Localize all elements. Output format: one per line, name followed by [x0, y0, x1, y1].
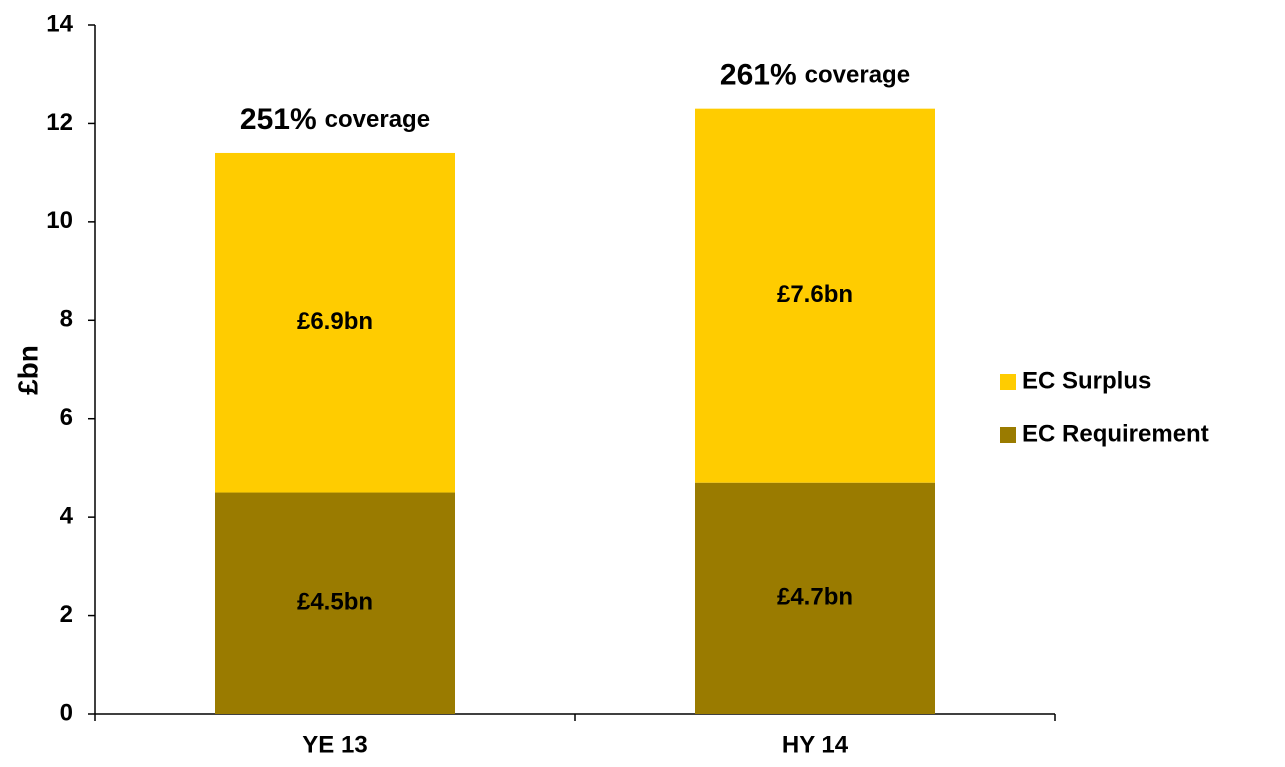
annotation-value: 261% — [720, 59, 797, 92]
y-tick-label: 4 — [60, 502, 74, 529]
legend-label: EC Requirement — [1022, 420, 1209, 447]
y-axis-label: £bn — [12, 345, 43, 395]
bar-segment — [695, 482, 935, 714]
annotation-text: coverage — [805, 62, 910, 89]
legend-label: EC Surplus — [1022, 367, 1151, 394]
y-tick-label: 8 — [60, 306, 73, 333]
y-tick-label: 6 — [60, 404, 73, 431]
y-tick-label: 2 — [60, 601, 73, 628]
x-tick-label: YE 13 — [302, 731, 367, 758]
y-tick-label: 12 — [46, 109, 73, 136]
annotation-text: coverage — [325, 106, 430, 133]
x-tick-label: HY 14 — [782, 731, 849, 758]
annotation: 251% coverage — [240, 103, 430, 136]
legend-swatch — [1000, 374, 1016, 390]
annotation: 261% coverage — [720, 59, 910, 92]
y-tick-label: 10 — [46, 207, 73, 234]
data-label: £7.6bn — [777, 281, 853, 308]
data-label: £6.9bn — [297, 308, 373, 335]
bar-segment — [215, 492, 455, 714]
annotation-value: 251% — [240, 103, 317, 136]
bar-segment — [215, 152, 455, 493]
bar-segment — [695, 108, 935, 483]
data-label: £4.7bn — [777, 584, 853, 611]
legend-swatch — [1000, 427, 1016, 443]
y-tick-label: 0 — [60, 699, 73, 726]
data-label: £4.5bn — [297, 589, 373, 616]
y-tick-label: 14 — [46, 10, 73, 37]
